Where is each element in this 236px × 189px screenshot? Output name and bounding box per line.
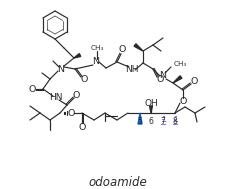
Polygon shape (173, 76, 182, 83)
Text: O: O (179, 97, 187, 105)
Text: 7: 7 (160, 116, 165, 125)
Text: O: O (156, 75, 164, 84)
Polygon shape (150, 106, 152, 113)
Text: O: O (118, 46, 126, 54)
Text: odoamide: odoamide (89, 176, 147, 188)
Text: 6: 6 (149, 116, 153, 125)
Text: HN: HN (49, 94, 63, 102)
Text: OH: OH (144, 98, 158, 108)
Text: NH: NH (125, 66, 139, 74)
Text: CH₃: CH₃ (90, 45, 104, 51)
Text: O: O (190, 77, 198, 85)
Text: N: N (58, 64, 64, 74)
Text: O: O (67, 108, 75, 118)
Text: O: O (72, 91, 80, 99)
Text: CH₃: CH₃ (174, 61, 187, 67)
Text: O: O (80, 75, 88, 84)
Polygon shape (138, 113, 142, 124)
Text: N: N (93, 57, 100, 67)
Polygon shape (74, 53, 81, 58)
Text: 8: 8 (173, 116, 177, 125)
Text: N: N (160, 71, 167, 81)
Text: 5: 5 (138, 116, 143, 125)
Text: O: O (28, 84, 36, 94)
Polygon shape (134, 44, 143, 51)
Text: O: O (78, 122, 86, 132)
